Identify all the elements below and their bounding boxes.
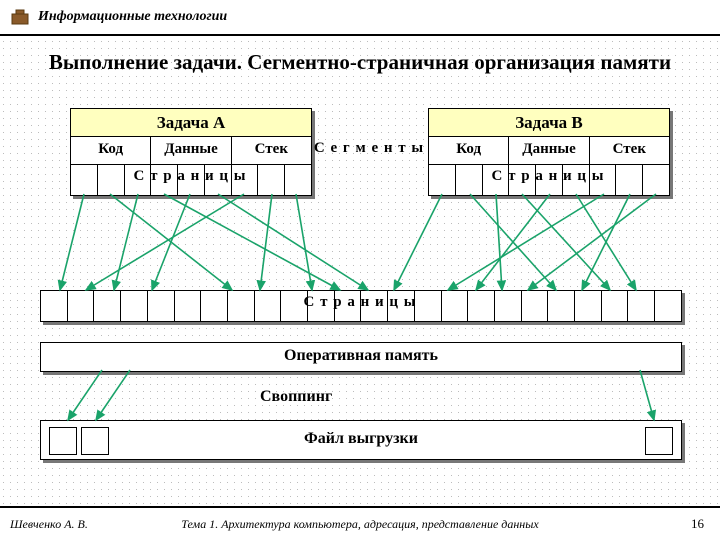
task-a-segments: Код Данные Стек — [70, 136, 312, 166]
seg-code: Код — [71, 137, 151, 165]
segments-label: С е г м е н т ы — [312, 140, 426, 157]
footer-line — [0, 506, 720, 508]
header-title: Информационные технологии — [38, 9, 227, 25]
logo-icon — [10, 8, 30, 26]
task-a-header: Задача А — [70, 108, 312, 138]
task-b-title: Задача В — [429, 113, 669, 133]
seg-stack-b: Стек — [590, 137, 669, 165]
task-a-pages-label: С т р а н и ц ы — [70, 168, 310, 185]
seg-stack: Стек — [232, 137, 311, 165]
slide-title: Выполнение задачи. Сегментно-страничная … — [40, 50, 680, 75]
task-b-pages-label: С т р а н и ц ы — [428, 168, 668, 185]
swap-file-box: Файл выгрузки — [40, 420, 682, 460]
slide-header: Информационные технологии — [0, 0, 720, 36]
footer-topic: Тема 1. Архитектура компьютера, адресаци… — [0, 517, 720, 532]
swap-file-label: Файл выгрузки — [41, 430, 681, 448]
ram-label: Оперативная память — [41, 347, 681, 365]
seg-data: Данные — [151, 137, 231, 165]
ram-pages-label: С т р а н и ц ы — [40, 294, 680, 311]
footer-page: 16 — [691, 516, 704, 532]
task-b-header: Задача В — [428, 108, 670, 138]
swap-label: Своппинг — [260, 388, 460, 406]
seg-data-b: Данные — [509, 137, 589, 165]
seg-code-b: Код — [429, 137, 509, 165]
task-b-segments: Код Данные Стек — [428, 136, 670, 166]
task-a-title: Задача А — [71, 113, 311, 133]
ram-label-box: Оперативная память — [40, 342, 682, 372]
